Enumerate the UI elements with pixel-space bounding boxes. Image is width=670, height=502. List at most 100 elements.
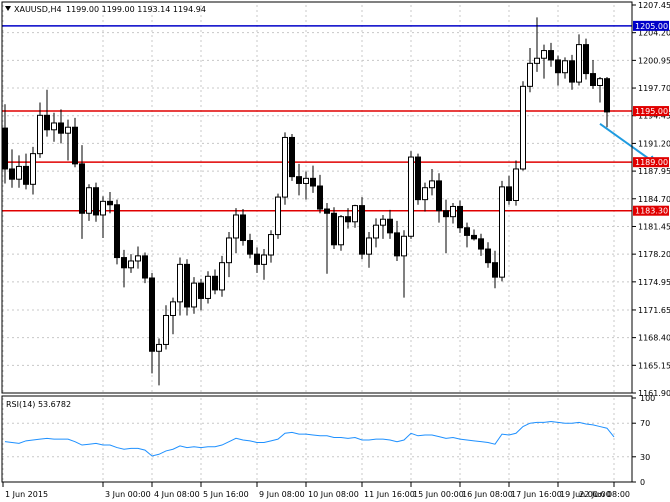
candle-bull [163, 314, 169, 345]
candle-bull [100, 200, 106, 216]
x-tick-label: 9 Jun 08:00 [259, 490, 305, 499]
rsi-y-axis: 100 70 30 0 [632, 394, 655, 487]
candle-bull [275, 196, 281, 236]
candle-bear [506, 186, 512, 201]
symbol-label: XAUUSD,H4 [14, 5, 62, 14]
candle-bear [583, 44, 589, 75]
y-tick-label: 1204.20 [638, 29, 670, 38]
level-tag-1183.30 [633, 205, 669, 216]
candle-bear [443, 210, 449, 218]
x-tick-label: 22 Jun 08:00 [579, 490, 630, 499]
candle-bear [471, 234, 477, 240]
candle-bull [527, 62, 533, 87]
candle-bear [548, 50, 554, 61]
candle-bear [254, 253, 260, 265]
candle-bull [541, 50, 547, 59]
candle-bear [2, 127, 8, 170]
candle-bear [289, 136, 295, 178]
candle-bull [597, 78, 603, 86]
candle-bull [261, 254, 267, 265]
candle-bear [23, 165, 29, 185]
candle-bull [37, 114, 43, 155]
rsi-y-tick-label: 100 [640, 394, 655, 403]
x-tick-label: 17 Jun 16:00 [511, 490, 562, 499]
candle-bear [72, 126, 78, 165]
dropdown-triangle-icon[interactable] [5, 6, 11, 11]
candle-bear [142, 255, 148, 279]
y-tick-label: 1178.20 [638, 250, 670, 259]
candle-bull [499, 186, 505, 278]
candle-bear [149, 277, 155, 352]
main-y-axis: 1207.45 1204.20 1200.95 1197.70 1194.45 1191.… [632, 1, 670, 398]
y-tick-label: 1191.20 [638, 139, 670, 148]
y-tick-label: 1200.95 [638, 56, 670, 65]
candle-bear [436, 180, 442, 212]
candle-bull [233, 214, 239, 239]
level-tag-1189.00 [633, 157, 669, 168]
x-tick-label: 10 Jun 08:00 [308, 490, 359, 499]
candle-bear [198, 282, 204, 299]
candle-bear [604, 78, 610, 113]
level-tags: 1205.00 1195.00 1189.00 1183.30 [633, 20, 669, 216]
candle-bull [135, 255, 141, 262]
x-tick-label: 4 Jun 08:00 [154, 490, 200, 499]
y-tick-label: 1181.45 [638, 222, 670, 231]
price-levels [2, 25, 632, 212]
rsi-label: RSI(14) 53.6782 [6, 400, 71, 409]
candle-bear [212, 275, 218, 291]
y-tick-label: 1168.40 [638, 334, 670, 343]
rsi-y-tick-label: 70 [640, 419, 650, 428]
candle-bull [562, 60, 568, 74]
candle-bull [86, 187, 92, 214]
rsi-y-tick-label: 0 [640, 478, 645, 487]
x-tick-label: 1 Jun 2015 [5, 490, 48, 499]
y-tick-label: 1161.90 [638, 389, 670, 398]
candle-bear [184, 263, 190, 308]
rsi-y-tick-label: 30 [640, 453, 650, 462]
candle-bull [156, 343, 162, 352]
candle-bull [51, 122, 57, 131]
x-tick-label: 11 Jun 16:00 [364, 490, 415, 499]
level-tag-1205.00 [633, 20, 669, 31]
y-tick-label: 1171.65 [638, 306, 670, 315]
candle-bull [205, 275, 211, 299]
candle-bull [65, 126, 71, 134]
y-tick-label: 1184.70 [638, 195, 670, 204]
candle-bear [296, 176, 302, 184]
candle-bear [114, 204, 120, 259]
candle-bear [387, 218, 393, 234]
rsi-panel-frame [1, 395, 633, 483]
candle-bear [478, 238, 484, 250]
candle-bull [219, 262, 225, 291]
candle-bull [408, 156, 414, 237]
candle-bull [373, 224, 379, 239]
y-tick-label: 1174.95 [638, 278, 670, 287]
candle-bull [282, 136, 288, 198]
rsi-panel-grid [2, 398, 632, 482]
candle-bear [247, 240, 253, 255]
candle-bear [107, 200, 113, 206]
main-panel-frame [1, 1, 633, 394]
candle-bear [590, 73, 596, 86]
x-tick-label: 16 Jun 08:00 [462, 490, 513, 499]
candle-bear [121, 257, 127, 269]
candle-bull [366, 237, 372, 255]
candle-bear [485, 248, 491, 264]
candle-bear [359, 205, 365, 255]
candle-bull [191, 282, 197, 308]
candle-bear [555, 59, 561, 74]
candle-bull [422, 187, 428, 201]
candle-bull [380, 218, 386, 226]
rsi-line [4, 421, 615, 457]
candle-bear [317, 185, 323, 210]
candle-bear [345, 216, 351, 223]
y-tick-label: 1207.45 [638, 1, 670, 10]
candle-bear [93, 187, 99, 216]
candle-bear [44, 114, 50, 131]
candle-bull [520, 85, 526, 170]
candle-bull [576, 44, 582, 83]
candle-bull [338, 216, 344, 246]
candle-bull [303, 177, 309, 184]
y-tick-label: 1187.95 [638, 167, 670, 176]
level-tag-1195.00 [633, 106, 669, 117]
